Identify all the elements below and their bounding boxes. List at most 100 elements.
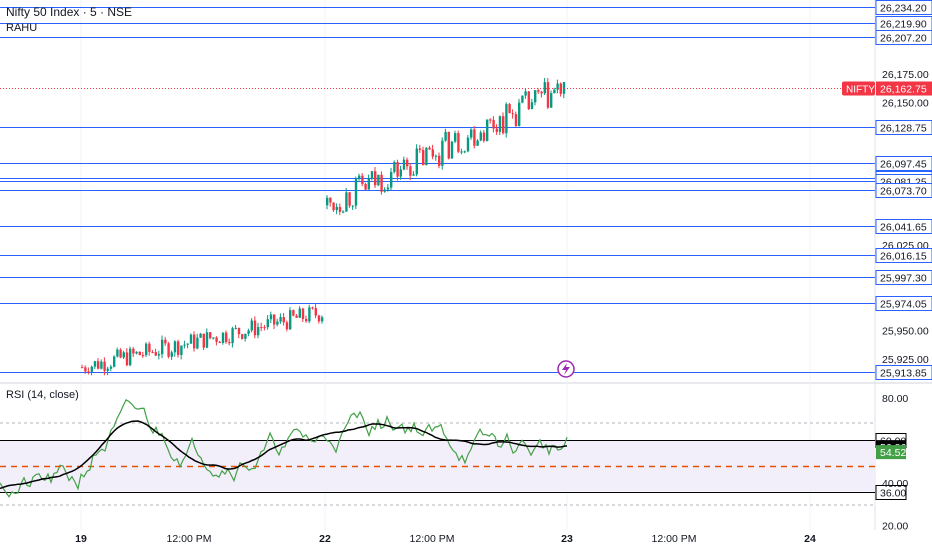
candle-body bbox=[348, 192, 351, 206]
level-price-label: 25,997.30 bbox=[880, 273, 927, 285]
candle-body bbox=[97, 361, 100, 369]
candle-body bbox=[132, 348, 135, 354]
x-tick-label: 24 bbox=[804, 533, 816, 545]
candle-body bbox=[518, 102, 521, 126]
candle-body bbox=[285, 322, 289, 330]
candle-body bbox=[498, 116, 502, 132]
symbol-tag-label: NIFTY bbox=[846, 85, 875, 96]
candle-body bbox=[321, 317, 324, 322]
indicator-label[interactable]: RAHU bbox=[6, 22, 38, 34]
candle-body bbox=[263, 327, 266, 329]
rsi-value-tag bbox=[876, 445, 906, 460]
candle-body bbox=[390, 172, 393, 188]
candle-body bbox=[113, 356, 116, 367]
candle-body bbox=[396, 162, 399, 177]
candle-body bbox=[308, 307, 311, 322]
last-price-label: 26,162.75 bbox=[880, 84, 927, 96]
rsi-tick-label: 20.00 bbox=[882, 521, 908, 533]
candle-body bbox=[466, 137, 470, 152]
candle-body bbox=[438, 155, 441, 166]
candle-body bbox=[221, 332, 225, 343]
candle-body bbox=[103, 361, 106, 371]
candle-body bbox=[193, 334, 196, 349]
candle-body bbox=[234, 327, 237, 329]
candle-body bbox=[317, 315, 321, 322]
candle-body bbox=[486, 119, 489, 141]
level-price-tag bbox=[875, 183, 932, 198]
candle-body bbox=[218, 341, 221, 343]
candle-body bbox=[524, 91, 527, 96]
candle-body bbox=[537, 90, 540, 92]
candle-body bbox=[495, 128, 498, 132]
candle-body bbox=[164, 339, 167, 344]
level-price-label: 26,207.20 bbox=[880, 33, 927, 45]
candle-body bbox=[354, 178, 358, 206]
candle-body bbox=[521, 95, 524, 103]
level-price-label: 26,128.75 bbox=[880, 123, 927, 135]
candle-body bbox=[351, 205, 354, 207]
candle-body bbox=[183, 344, 186, 346]
candle-body bbox=[364, 183, 367, 190]
rsi-label[interactable]: RSI (14, close) bbox=[6, 389, 79, 401]
candle-body bbox=[231, 328, 234, 344]
level-price-tag bbox=[875, 156, 932, 171]
candle-body bbox=[550, 93, 553, 108]
candle-body bbox=[116, 349, 119, 357]
price-tick-label: 25,950.00 bbox=[882, 326, 929, 338]
candle-body bbox=[556, 83, 559, 90]
candle-body bbox=[358, 175, 361, 179]
candle-body bbox=[434, 155, 438, 157]
candle-body bbox=[457, 133, 460, 152]
candle-body bbox=[129, 348, 132, 366]
candle-body bbox=[138, 351, 141, 356]
candle-body bbox=[476, 140, 479, 146]
candle-body bbox=[122, 352, 125, 358]
candle-body bbox=[450, 141, 454, 159]
candle-body bbox=[482, 132, 486, 141]
rsi-value-label: 54.52 bbox=[880, 447, 906, 459]
candle-body bbox=[106, 368, 109, 371]
candle-body bbox=[189, 334, 193, 344]
candle-body bbox=[253, 320, 257, 336]
candle-body bbox=[81, 367, 84, 369]
candle-body bbox=[314, 308, 317, 316]
candle-body bbox=[402, 159, 406, 170]
candle-body bbox=[377, 174, 380, 186]
candle-body bbox=[209, 332, 212, 339]
candle-body bbox=[543, 82, 546, 94]
rsi-line bbox=[0, 398, 568, 498]
candle-body bbox=[269, 314, 273, 320]
candle-body bbox=[161, 339, 164, 355]
candle-body bbox=[374, 171, 377, 186]
candle-body bbox=[559, 83, 562, 94]
candle-body bbox=[266, 319, 269, 328]
candle-body bbox=[370, 171, 374, 179]
candle-body bbox=[393, 162, 396, 173]
level-price-tag bbox=[875, 120, 932, 135]
candle-body bbox=[205, 332, 209, 348]
candle-body bbox=[298, 308, 301, 318]
candle-body bbox=[177, 341, 180, 355]
candle-body bbox=[250, 320, 253, 331]
candle-body bbox=[279, 317, 282, 322]
candle-body bbox=[109, 366, 113, 369]
candle-body bbox=[431, 149, 434, 157]
candle-body bbox=[326, 197, 329, 206]
rsi-tick-label: 40.00 bbox=[882, 478, 908, 490]
candle-body bbox=[186, 343, 189, 345]
x-tick-label: 12:00 PM bbox=[410, 533, 455, 545]
candle-body bbox=[505, 104, 508, 134]
candle-body bbox=[84, 367, 87, 372]
candle-body bbox=[135, 351, 138, 354]
candle-body bbox=[276, 321, 279, 325]
candle-body bbox=[470, 129, 473, 138]
candle-body bbox=[546, 82, 550, 108]
candle-body bbox=[463, 151, 466, 153]
candle-body bbox=[273, 314, 276, 325]
candle-body bbox=[332, 202, 335, 211]
candle-body bbox=[202, 333, 205, 348]
candle-body bbox=[260, 327, 263, 329]
symbol-title[interactable]: Nifty 50 Index · 5 · NSE bbox=[6, 5, 133, 19]
rsi-level-label: 36.00 bbox=[880, 488, 906, 500]
